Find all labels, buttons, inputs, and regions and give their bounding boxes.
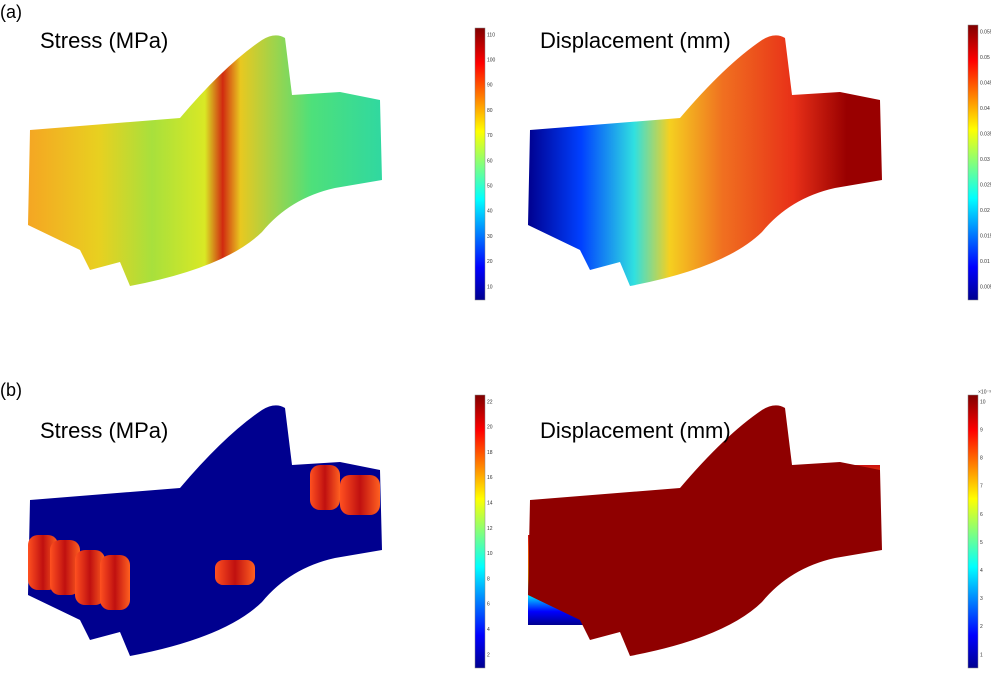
colorbar-tick-label: 7 bbox=[980, 484, 983, 490]
shape bbox=[28, 405, 382, 656]
colorbar bbox=[967, 394, 979, 669]
colorbar-tick-label: 10 bbox=[487, 284, 493, 290]
colorbar-tick-label: 10 bbox=[487, 551, 493, 557]
panel: (a) Stress (MPa) Displacement (mm) bbox=[0, 2, 882, 286]
shape bbox=[528, 35, 882, 286]
colorbar-tick-label: 0.045 bbox=[980, 80, 991, 86]
colorbar-tick-label: 3 bbox=[980, 596, 983, 602]
colorbar-tick-label: 30 bbox=[487, 234, 493, 240]
colorbar-tick-label: 2 bbox=[980, 624, 983, 630]
colorbar bbox=[474, 394, 486, 669]
colorbar-tick-label: 8 bbox=[487, 576, 490, 582]
colorbar-tick-label: 14 bbox=[487, 501, 493, 507]
colorbar-tick-label: 4 bbox=[980, 568, 983, 574]
plot: Displacement (mm) bbox=[528, 28, 882, 286]
plot-title: Displacement (mm) bbox=[540, 418, 731, 443]
colorbar-tick-label: 70 bbox=[487, 133, 493, 139]
colorbar-tick-label: 2 bbox=[487, 652, 490, 658]
panel-label: (b) bbox=[0, 380, 22, 400]
colorbar-tick-label: 5 bbox=[980, 540, 983, 546]
colorbar-tick-label: 0.005 bbox=[980, 284, 991, 290]
colorbar-tick-label: 12 bbox=[487, 526, 493, 532]
panel: (b) Stress (MPa) Displacement (mm) bbox=[0, 380, 882, 656]
plot: Stress (MPa) bbox=[28, 28, 382, 286]
colorbar-tick-label: 22 bbox=[487, 399, 493, 405]
colorbar-tick-label: 0.055 bbox=[980, 29, 991, 35]
colorbar-tick-label: 0.01 bbox=[980, 259, 990, 265]
panel-label: (a) bbox=[0, 2, 22, 22]
colorbar-tick-label: 0.02 bbox=[980, 208, 990, 214]
colorbar-tick-label: 90 bbox=[487, 83, 493, 89]
colorbar-tick-label: 0.035 bbox=[980, 131, 991, 137]
colorbar-tick-label: 40 bbox=[487, 209, 493, 215]
colorbar-tick-label: 6 bbox=[487, 602, 490, 608]
shape bbox=[528, 405, 882, 656]
cylinders bbox=[28, 465, 380, 610]
plot-title: Stress (MPa) bbox=[40, 418, 168, 443]
colorbar-tick-label: 0.05 bbox=[980, 55, 990, 61]
colorbar-tick-label: 0.025 bbox=[980, 182, 991, 188]
colorbar bbox=[967, 24, 979, 301]
colorbar-tick-label: 20 bbox=[487, 259, 493, 265]
plot: Displacement (mm) bbox=[528, 405, 882, 656]
colorbar-tick-label: 16 bbox=[487, 475, 493, 481]
colorbar-tick-label: 0.04 bbox=[980, 106, 990, 112]
plot-title: Displacement (mm) bbox=[540, 28, 731, 53]
plot-title: Stress (MPa) bbox=[40, 28, 168, 53]
colorbar-tick-label: 0.03 bbox=[980, 157, 990, 163]
colorbar-tick-label: 6 bbox=[980, 512, 983, 518]
colorbar-tick-label: 100 bbox=[487, 58, 496, 64]
colorbar-tick-label: 80 bbox=[487, 108, 493, 114]
colorbar-tick-label: 60 bbox=[487, 158, 493, 164]
colorbar-tick-label: 50 bbox=[487, 184, 493, 190]
colorbar-tick-label: 18 bbox=[487, 450, 493, 456]
colorbar-tick-label: 20 bbox=[487, 425, 493, 431]
colorbar-tick-label: 9 bbox=[980, 427, 983, 433]
plot: Stress (MPa) bbox=[28, 405, 382, 656]
colorbar-tick-label: 1 bbox=[980, 652, 983, 658]
colorbar-scale: ×10⁻³ bbox=[978, 389, 991, 395]
colorbar-tick-label: 110 bbox=[487, 32, 495, 38]
shape bbox=[28, 35, 382, 286]
colorbar-tick-label: 4 bbox=[487, 627, 490, 633]
colorbar-tick-label: 10 bbox=[980, 399, 986, 405]
colorbar-tick-label: 8 bbox=[980, 456, 983, 462]
colorbar-tick-label: 0.015 bbox=[980, 233, 991, 239]
colorbar bbox=[474, 27, 486, 301]
